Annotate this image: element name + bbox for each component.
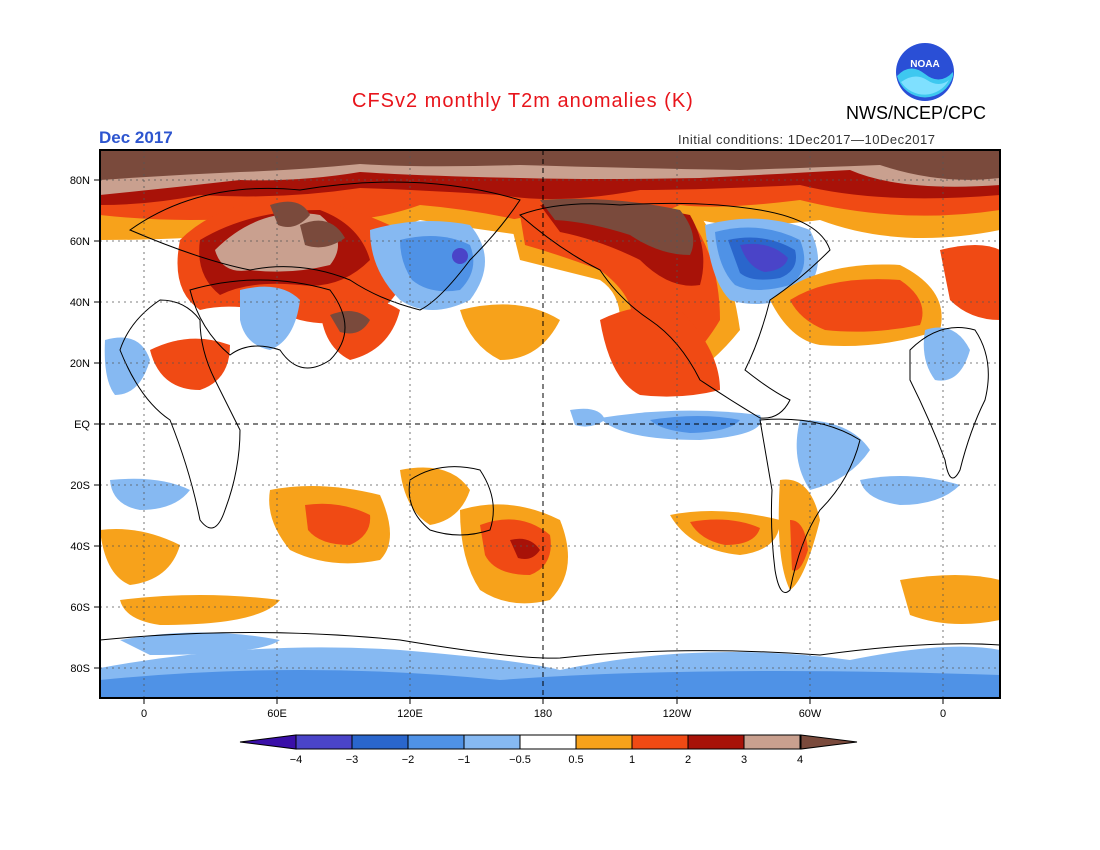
lat-label-60s: 60S: [70, 602, 90, 614]
colorbar: [239, 734, 858, 750]
colorbar-cell: [519, 734, 577, 750]
noaa-logo: NOAA: [896, 43, 954, 101]
lon-label-0-west: 0: [141, 708, 147, 720]
colorbar-label: −3: [346, 754, 359, 766]
lat-label-20n: 20N: [70, 358, 90, 370]
colorbar-cell: [575, 734, 633, 750]
colorbar-label: 1: [629, 754, 635, 766]
organization-label: NWS/NCEP/CPC: [846, 103, 987, 123]
colorbar-label: −1: [458, 754, 471, 766]
colorbar-cell: [463, 734, 521, 750]
lat-label-80n: 80N: [70, 175, 90, 187]
colorbar-cell: [351, 734, 409, 750]
colorbar-label: 3: [741, 754, 747, 766]
lon-label-120e: 120E: [397, 708, 423, 720]
colorbar-cell: [631, 734, 689, 750]
colorbar-cell: [743, 734, 801, 750]
lat-label-eq: EQ: [74, 419, 90, 431]
lon-label-0-east: 0: [940, 708, 946, 720]
logo-text: NOAA: [910, 59, 939, 70]
initial-conditions-label: Initial conditions: 1Dec2017—10Dec2017: [678, 132, 936, 147]
lon-label-60w: 60W: [799, 708, 822, 720]
lat-label-40s: 40S: [70, 541, 90, 553]
colorbar-cells: [295, 734, 801, 750]
lon-label-180: 180: [534, 708, 552, 720]
chart-title: CFSv2 monthly T2m anomalies (K): [352, 90, 694, 112]
colorbar-cell: [687, 734, 745, 750]
colorbar-labels: −4 −3 −2 −1 −0.5 0.5 1 2 3 4: [290, 754, 803, 766]
lat-label-80s: 80S: [70, 663, 90, 675]
lon-label-60e: 60E: [267, 708, 287, 720]
lat-label-60n: 60N: [70, 236, 90, 248]
colorbar-label: 4: [797, 754, 803, 766]
colorbar-cell: [295, 734, 353, 750]
coastlines: [100, 181, 1000, 659]
colorbar-label: −4: [290, 754, 303, 766]
colorbar-label: −0.5: [509, 754, 531, 766]
tick-marks: [94, 179, 944, 704]
lat-label-20s: 20S: [70, 480, 90, 492]
colorbar-cell: [407, 734, 465, 750]
lat-label-40n: 40N: [70, 297, 90, 309]
month-label: Dec 2017: [99, 128, 173, 147]
colorbar-label: −2: [402, 754, 415, 766]
lon-label-120w: 120W: [663, 708, 692, 720]
equator-dateline: [100, 150, 1000, 698]
colorbar-label: 0.5: [568, 754, 583, 766]
gridlines: [100, 150, 1000, 698]
colorbar-label: 2: [685, 754, 691, 766]
colorbar-arrow-low: [239, 734, 297, 750]
colorbar-arrow-high: [800, 734, 858, 750]
